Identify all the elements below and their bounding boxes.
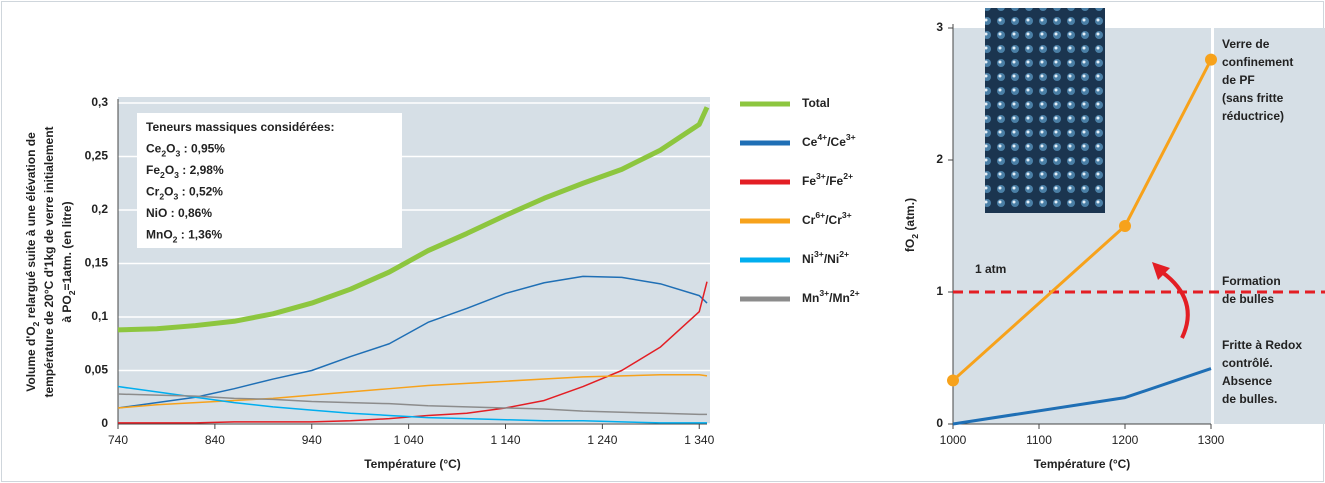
- annotation-text: Fe2O3 : 2,98%: [146, 163, 224, 180]
- legend-label: Total: [802, 96, 830, 110]
- y-tick-label: 1: [936, 284, 943, 298]
- series-line: [118, 281, 708, 424]
- x-tick-label: 1200: [1112, 433, 1139, 447]
- series-label: (sans fritte: [1222, 91, 1284, 105]
- point: [1205, 53, 1217, 66]
- y-axis-title: à PO2=1atm. (en litre): [60, 201, 77, 322]
- photo: [985, 8, 1105, 213]
- y-axis-title: température de 20°C d'1kg de verre initi…: [42, 126, 56, 397]
- series-label: Verre de: [1222, 37, 1270, 51]
- series-label: de PF: [1222, 73, 1255, 87]
- y-tick-label: 3: [936, 20, 943, 34]
- y-tick-label: 2: [936, 152, 943, 166]
- series-line: [117, 385, 707, 424]
- x-tick-label: 1 240: [587, 433, 617, 447]
- x-tick-label: 1100: [1026, 433, 1052, 447]
- series-label: contrôlé.: [1222, 356, 1273, 370]
- series-label: Fritte à Redox: [1222, 338, 1302, 352]
- reference-label: 1 atm: [975, 262, 1006, 276]
- series-label: Absence: [1222, 374, 1272, 388]
- annotation-text: Cr2O3 : 0,52%: [146, 185, 223, 202]
- y-tick-label: 0,25: [85, 149, 109, 163]
- legend-label: Ni3+/Ni2+: [802, 249, 849, 266]
- series-line: [952, 367, 1212, 426]
- series-label: confinement: [1222, 55, 1293, 69]
- x-tick-label: 1 340: [684, 433, 714, 447]
- separator: [1211, 28, 1214, 424]
- legend-label: Mn3+/Mn2+: [802, 288, 860, 305]
- x-axis-title: Température (°C): [364, 457, 461, 471]
- x-tick-label: 840: [205, 433, 225, 447]
- y-axis-title: Volume d'O2 relargué suite à une élévati…: [24, 132, 41, 392]
- series-label: de bulles.: [1222, 392, 1277, 406]
- reference-note: de bulles: [1222, 292, 1274, 306]
- y-tick-label: 0,15: [85, 256, 109, 270]
- series-line: [117, 393, 707, 416]
- x-tick-label: 1 040: [394, 433, 424, 447]
- arrow-head: [1152, 262, 1170, 280]
- legend-label: Ce4+/Ce3+: [802, 132, 856, 149]
- annotation-text: NiO : 0,86%: [146, 206, 212, 220]
- annotation-text: Ce2O3 : 0,95%: [146, 142, 225, 159]
- x-tick-label: 1000: [940, 433, 967, 447]
- series-line: [117, 275, 708, 409]
- annotation-text: MnO2 : 1,36%: [146, 228, 222, 245]
- y-tick-label: 0,2: [91, 202, 108, 216]
- x-tick-label: 1300: [1198, 433, 1225, 447]
- x-tick-label: 940: [302, 433, 322, 447]
- photo-image: [985, 8, 1105, 213]
- y-tick-label: 0: [101, 416, 108, 430]
- annotation-text: Teneurs massiques considérées:: [146, 120, 335, 134]
- y-tick-label: 0,1: [91, 309, 108, 323]
- y-tick-label: 0,05: [85, 363, 109, 377]
- reference-note: Formation: [1222, 274, 1281, 288]
- x-tick-label: 740: [108, 433, 128, 447]
- series-line: [117, 106, 710, 333]
- annotation-box: [137, 113, 402, 248]
- x-axis-title: Température (°C): [1034, 457, 1131, 471]
- x-tick-label: 1 140: [490, 433, 520, 447]
- y-tick-label: 0,3: [91, 95, 108, 109]
- arrow: [1160, 270, 1190, 339]
- y-tick-label: 0: [936, 416, 943, 430]
- point: [1119, 220, 1131, 232]
- legend-label: Fe3+/Fe2+: [802, 171, 853, 188]
- series-label: réductrice): [1222, 109, 1284, 123]
- point: [947, 374, 959, 387]
- y-axis-title: fO2 (atm.): [903, 198, 920, 252]
- legend-label: Cr6+/Cr3+: [802, 210, 852, 227]
